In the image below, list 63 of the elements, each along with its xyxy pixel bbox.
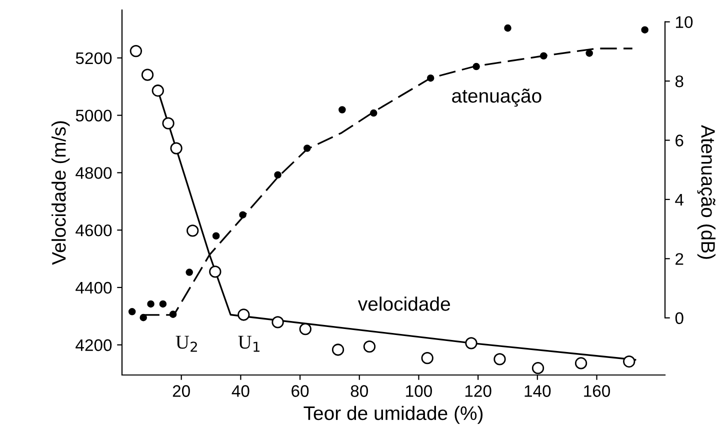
point bbox=[169, 310, 177, 318]
point bbox=[186, 268, 193, 276]
point bbox=[147, 300, 154, 308]
y-tick-label: 4800 bbox=[76, 167, 112, 179]
point bbox=[623, 355, 636, 368]
point bbox=[363, 340, 376, 353]
point bbox=[238, 308, 250, 321]
y2-tick-label: 4 bbox=[675, 194, 684, 206]
point bbox=[152, 84, 164, 97]
series-label: atenuação bbox=[452, 88, 542, 107]
x-tick-label: 140 bbox=[524, 385, 551, 397]
y-tick-label: 5000 bbox=[76, 110, 112, 122]
point bbox=[159, 300, 167, 308]
x-tick-label: 80 bbox=[350, 385, 368, 397]
y2-tick-label: 2 bbox=[676, 253, 684, 265]
point bbox=[186, 224, 199, 237]
point bbox=[209, 266, 222, 278]
point bbox=[128, 308, 136, 316]
y2-tick-label: 6 bbox=[676, 134, 684, 146]
point bbox=[641, 26, 648, 34]
point bbox=[272, 316, 284, 328]
annotation: U$_{1}$ bbox=[238, 336, 260, 352]
point bbox=[162, 117, 174, 130]
y-tick-label: 5200 bbox=[76, 52, 112, 64]
point bbox=[141, 68, 154, 81]
series-label: velocidade bbox=[358, 296, 450, 311]
point bbox=[504, 24, 512, 32]
point bbox=[338, 106, 346, 114]
point bbox=[332, 344, 344, 356]
y-tick-label: 4600 bbox=[76, 224, 112, 236]
annotation: U$_{2}$ bbox=[176, 336, 197, 352]
point bbox=[421, 352, 434, 364]
point bbox=[239, 211, 246, 218]
point bbox=[540, 52, 548, 60]
point bbox=[586, 50, 593, 57]
point bbox=[472, 62, 480, 70]
x-tick-label: 20 bbox=[172, 385, 190, 397]
point bbox=[370, 109, 378, 117]
x-tick-label: 100 bbox=[406, 385, 432, 397]
point bbox=[532, 362, 544, 374]
x-tick-label: 60 bbox=[292, 385, 309, 397]
y2-tick-label: 0 bbox=[675, 312, 684, 324]
point bbox=[274, 171, 282, 179]
y-axis-title: Velocidade (m/s) bbox=[52, 121, 70, 265]
y2-tick-label: 10 bbox=[676, 16, 693, 28]
point bbox=[465, 337, 478, 350]
y2-axis-title: Atenuação (dB) bbox=[697, 124, 716, 259]
point bbox=[130, 44, 142, 58]
y-tick-label: 4200 bbox=[76, 339, 112, 352]
point bbox=[426, 74, 434, 82]
point bbox=[170, 142, 182, 154]
point bbox=[494, 353, 506, 366]
x-tick-label: 40 bbox=[232, 385, 250, 397]
x-axis-title: Teor de umidade (%) bbox=[304, 406, 483, 424]
x-tick-label: 160 bbox=[584, 385, 610, 397]
point bbox=[574, 357, 588, 370]
y-tick-label: 4400 bbox=[76, 282, 112, 294]
y2-tick-label: 8 bbox=[675, 75, 684, 88]
point bbox=[304, 144, 311, 152]
point bbox=[299, 323, 312, 336]
point bbox=[212, 232, 220, 240]
point bbox=[140, 314, 148, 322]
x-tick-label: 120 bbox=[465, 385, 492, 397]
